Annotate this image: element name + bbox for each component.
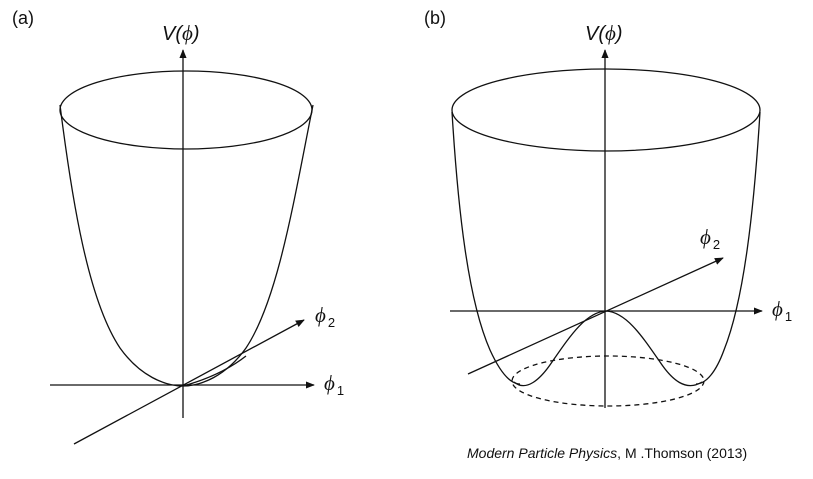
panel-b-vacuum-circle [511,355,705,407]
panel-a-paraboloid-rim [59,70,313,150]
source-credit: Modern Particle Physics, M .Thomson (201… [467,445,747,461]
panel-b-potential-label: V(ϕ) [585,21,623,45]
panel-a-phi2-axis [73,319,305,445]
panel-b-left-wall [451,111,521,385]
panel-a-paraboloid-surface [59,104,314,387]
panel-b-potential-rim [451,68,761,152]
panel-a-label: (a) [12,8,34,28]
panel-b-right-wall [695,111,761,385]
credit-book-title: Modern Particle Physics [467,445,618,461]
credit-author-year: , M .Thomson (2013) [617,445,748,461]
panel-a-potential-label: V(ϕ) [162,21,200,45]
panel-b-phi2-axis [467,257,724,375]
panel-a-bottom-curve [182,355,247,387]
panel-b-label: (b) [424,8,446,28]
panel-b-hat-profile [513,310,703,387]
